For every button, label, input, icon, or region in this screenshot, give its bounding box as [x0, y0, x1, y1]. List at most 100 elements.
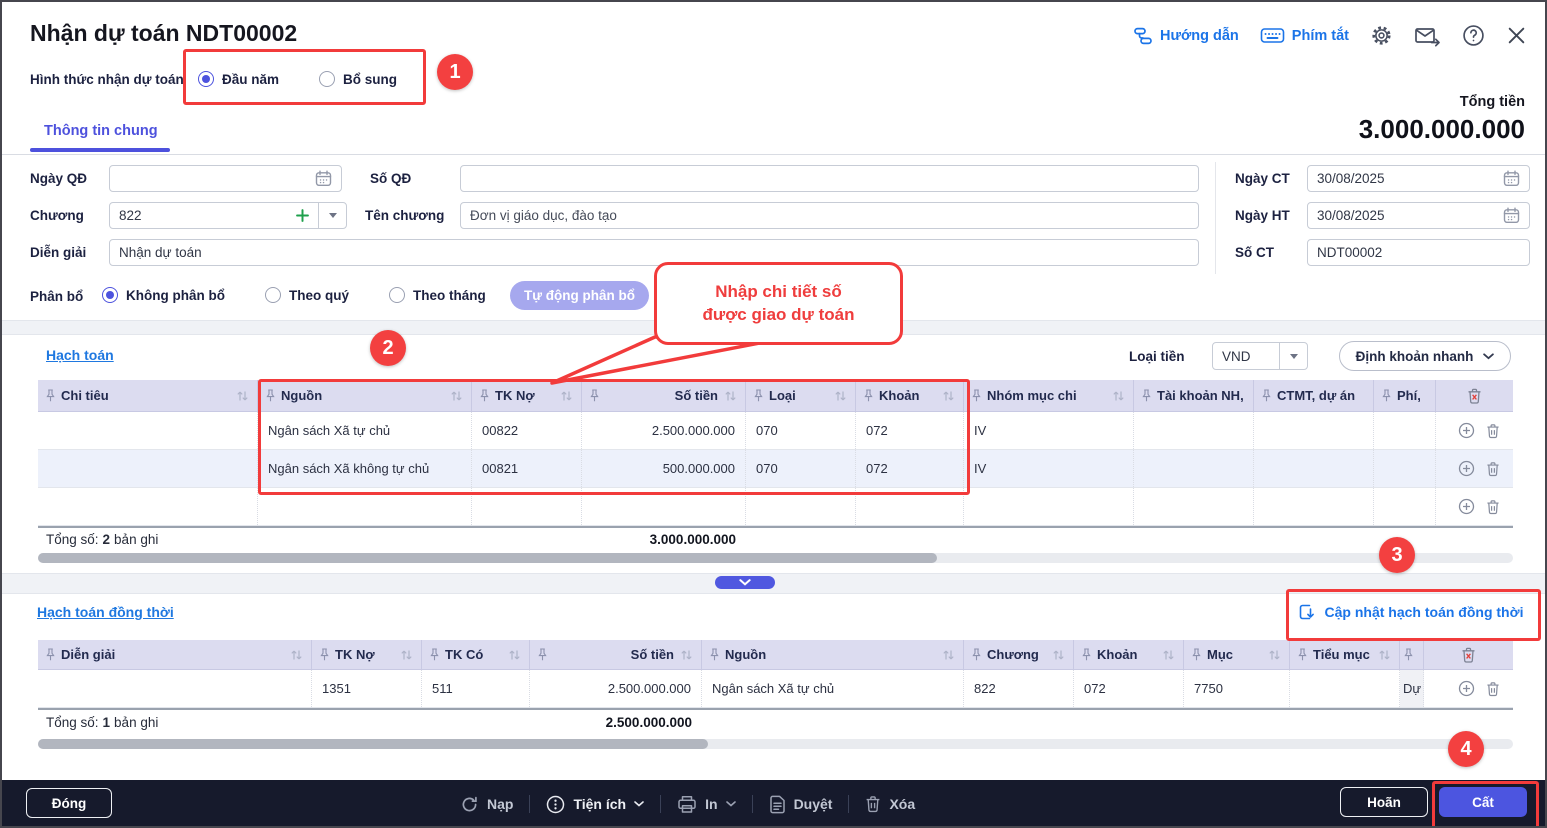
add-row-button[interactable]: [1458, 498, 1475, 515]
gear-icon[interactable]: [1370, 24, 1393, 47]
col-header-muc[interactable]: Mục: [1184, 640, 1290, 669]
cell-nhom-muc-chi[interactable]: IV: [964, 450, 1134, 487]
cell-ctmt-du-an[interactable]: [1254, 488, 1374, 525]
hach-toan-section-link[interactable]: Hạch toán: [46, 347, 114, 363]
cell-khoan[interactable]: 072: [856, 412, 964, 449]
cell-ctmt-du-an[interactable]: [1254, 450, 1374, 487]
cell-nguon[interactable]: Ngân sách Xã tự chủ: [258, 412, 472, 449]
col-header-chi-tieu[interactable]: Chi tiêu: [38, 380, 258, 411]
cell-du-truncated[interactable]: Dự: [1400, 670, 1424, 707]
col-header-so-tien[interactable]: Số tiền: [530, 640, 702, 669]
ngay-ct-input[interactable]: 30/08/2025: [1307, 165, 1530, 192]
save-button[interactable]: Cất: [1439, 787, 1527, 817]
delete-button[interactable]: Xóa: [865, 795, 915, 813]
reload-button[interactable]: Nạp: [460, 795, 513, 814]
cell-chi-tieu[interactable]: [38, 450, 258, 487]
col-header-khoan[interactable]: Khoản: [1074, 640, 1184, 669]
col-header-so-tien[interactable]: Số tiền: [582, 380, 746, 411]
delete-row-button[interactable]: [1486, 681, 1500, 697]
col-header-tk-co[interactable]: TK Có: [422, 640, 530, 669]
expand-collapse-button[interactable]: [715, 576, 775, 589]
col-header-tk-no[interactable]: TK Nợ: [312, 640, 422, 669]
print-button[interactable]: In: [677, 795, 736, 814]
cell-nguon[interactable]: [258, 488, 472, 525]
auto-allocate-button[interactable]: Tự động phân bổ: [510, 281, 649, 310]
calendar-icon[interactable]: [1503, 170, 1520, 187]
cell-nguon[interactable]: Ngân sách Xã không tự chủ: [258, 450, 472, 487]
cell-loai[interactable]: [746, 488, 856, 525]
cell-so-tien[interactable]: [582, 488, 746, 525]
radio-theo-quy[interactable]: Theo quý: [264, 287, 349, 303]
close-icon[interactable]: [1506, 25, 1527, 46]
hach-toan-dong-thoi-scrollbar-track[interactable]: [38, 739, 1513, 749]
delete-all-rows-button[interactable]: [1424, 640, 1513, 669]
cell-chi-tieu[interactable]: [38, 488, 258, 525]
add-row-button[interactable]: [1458, 680, 1475, 697]
so-qd-input[interactable]: [460, 165, 1199, 192]
plus-icon[interactable]: [295, 208, 310, 223]
tab-thong-tin-chung[interactable]: Thông tin chung: [44, 123, 158, 139]
calendar-icon[interactable]: [315, 170, 332, 187]
cell-loai[interactable]: 070: [746, 412, 856, 449]
col-header-dien-giai[interactable]: Diễn giải: [38, 640, 312, 669]
col-header-tieu-muc[interactable]: Tiểu mục: [1290, 640, 1400, 669]
radio-theo-thang[interactable]: Theo tháng: [388, 287, 486, 303]
calendar-icon[interactable]: [1503, 207, 1520, 224]
cell-so-tien[interactable]: 2.500.000.000: [582, 412, 746, 449]
radio-khong-phan-bo[interactable]: Không phân bổ: [102, 287, 225, 303]
cell-tai-khoan-nh[interactable]: [1134, 488, 1254, 525]
shortcut-button[interactable]: Phím tắt: [1260, 26, 1349, 45]
hach-toan-dong-thoi-section-link[interactable]: Hạch toán đồng thời: [37, 604, 174, 620]
cell-so-tien[interactable]: 500.000.000: [582, 450, 746, 487]
cell-khoan[interactable]: 072: [856, 450, 964, 487]
cell-phi[interactable]: [1374, 488, 1436, 525]
cell-tk-no[interactable]: 1351: [312, 670, 422, 707]
hach-toan-dong-thoi-scrollbar[interactable]: [38, 739, 708, 749]
help-icon[interactable]: [1462, 24, 1485, 47]
delete-row-button[interactable]: [1486, 423, 1500, 439]
close-button[interactable]: Đóng: [26, 788, 112, 818]
add-row-button[interactable]: [1458, 460, 1475, 477]
col-header-tk-no[interactable]: TK Nợ: [472, 380, 582, 411]
col-header-phi[interactable]: Phí,: [1374, 380, 1436, 411]
cell-nguon[interactable]: Ngân sách Xã tự chủ: [702, 670, 964, 707]
cell-tk-co[interactable]: 511: [422, 670, 530, 707]
cell-phi[interactable]: [1374, 450, 1436, 487]
cell-tk-no[interactable]: 00821: [472, 450, 582, 487]
ngay-ht-input[interactable]: 30/08/2025: [1307, 202, 1530, 229]
cell-tai-khoan-nh[interactable]: [1134, 412, 1254, 449]
cell-chi-tieu[interactable]: [38, 412, 258, 449]
currency-dropdown-button[interactable]: [1279, 343, 1307, 369]
chuong-input[interactable]: 822: [109, 202, 347, 229]
cell-khoan[interactable]: [856, 488, 964, 525]
delete-row-button[interactable]: [1486, 499, 1500, 515]
cell-khoan[interactable]: 072: [1074, 670, 1184, 707]
currency-select[interactable]: VND: [1212, 342, 1308, 370]
cell-tieu-muc[interactable]: [1290, 670, 1400, 707]
col-header-loai[interactable]: Loại: [746, 380, 856, 411]
ngay-qd-input[interactable]: [109, 165, 342, 192]
cell-tk-no[interactable]: [472, 488, 582, 525]
cell-tai-khoan-nh[interactable]: [1134, 450, 1254, 487]
cell-phi[interactable]: [1374, 412, 1436, 449]
col-header-nhom-muc-chi[interactable]: Nhóm mục chi: [964, 380, 1134, 411]
col-header-chuong[interactable]: Chương: [964, 640, 1074, 669]
utilities-button[interactable]: Tiện ích: [546, 795, 644, 814]
postpone-button[interactable]: Hoãn: [1340, 787, 1428, 817]
cell-ctmt-du-an[interactable]: [1254, 412, 1374, 449]
hach-toan-scrollbar[interactable]: [38, 553, 937, 563]
cell-dien-giai[interactable]: [38, 670, 312, 707]
so-ct-input[interactable]: NDT00002: [1307, 239, 1530, 266]
delete-row-button[interactable]: [1486, 461, 1500, 477]
cell-nhom-muc-chi[interactable]: IV: [964, 412, 1134, 449]
add-row-button[interactable]: [1458, 422, 1475, 439]
col-header-khoan[interactable]: Khoản: [856, 380, 964, 411]
ten-chuong-input[interactable]: Đơn vị giáo dục, đào tạo: [460, 202, 1199, 229]
radio-dau-nam[interactable]: Đầu năm: [198, 71, 279, 87]
approve-button[interactable]: Duyệt: [769, 795, 832, 814]
col-header-tai-khoan-nh[interactable]: Tài khoản NH,: [1134, 380, 1254, 411]
delete-all-rows-button[interactable]: [1436, 380, 1513, 411]
col-header-ctmt-du-an[interactable]: CTMT, dự án: [1254, 380, 1374, 411]
col-header-nguon[interactable]: Nguồn: [258, 380, 472, 411]
cell-loai[interactable]: 070: [746, 450, 856, 487]
